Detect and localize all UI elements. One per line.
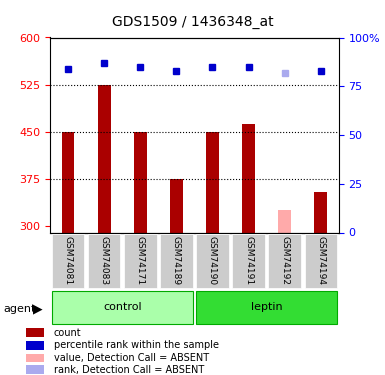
Text: GSM74192: GSM74192 bbox=[280, 236, 289, 285]
FancyBboxPatch shape bbox=[160, 234, 192, 288]
Text: value, Detection Call = ABSENT: value, Detection Call = ABSENT bbox=[54, 353, 209, 363]
Text: ▶: ▶ bbox=[33, 303, 42, 316]
FancyBboxPatch shape bbox=[124, 234, 157, 288]
FancyBboxPatch shape bbox=[305, 234, 337, 288]
FancyBboxPatch shape bbox=[52, 291, 192, 324]
FancyBboxPatch shape bbox=[232, 234, 265, 288]
Bar bbox=[278, 210, 291, 232]
Text: GSM74189: GSM74189 bbox=[172, 236, 181, 285]
Text: GSM74191: GSM74191 bbox=[244, 236, 253, 285]
Text: GSM74194: GSM74194 bbox=[316, 236, 325, 285]
FancyBboxPatch shape bbox=[52, 234, 84, 288]
Text: GSM74171: GSM74171 bbox=[136, 236, 145, 285]
Text: control: control bbox=[103, 303, 142, 312]
Bar bbox=[315, 192, 327, 232]
FancyBboxPatch shape bbox=[88, 234, 121, 288]
Bar bbox=[242, 124, 255, 232]
Bar bbox=[134, 132, 147, 232]
Text: percentile rank within the sample: percentile rank within the sample bbox=[54, 340, 219, 350]
Text: leptin: leptin bbox=[251, 303, 283, 312]
FancyBboxPatch shape bbox=[196, 234, 229, 288]
Bar bbox=[26, 341, 44, 350]
FancyBboxPatch shape bbox=[196, 291, 337, 324]
Bar bbox=[26, 354, 44, 362]
Bar bbox=[206, 132, 219, 232]
Text: GDS1509 / 1436348_at: GDS1509 / 1436348_at bbox=[112, 15, 273, 29]
Bar bbox=[98, 85, 110, 232]
Text: GSM74081: GSM74081 bbox=[64, 236, 73, 285]
Text: GSM74083: GSM74083 bbox=[100, 236, 109, 285]
Bar bbox=[26, 365, 44, 374]
Bar bbox=[170, 179, 183, 232]
Text: GSM74190: GSM74190 bbox=[208, 236, 217, 285]
Text: rank, Detection Call = ABSENT: rank, Detection Call = ABSENT bbox=[54, 364, 204, 375]
FancyBboxPatch shape bbox=[268, 234, 301, 288]
Text: count: count bbox=[54, 328, 82, 338]
Bar bbox=[26, 328, 44, 337]
Text: agent: agent bbox=[4, 304, 36, 314]
Bar bbox=[62, 132, 74, 232]
